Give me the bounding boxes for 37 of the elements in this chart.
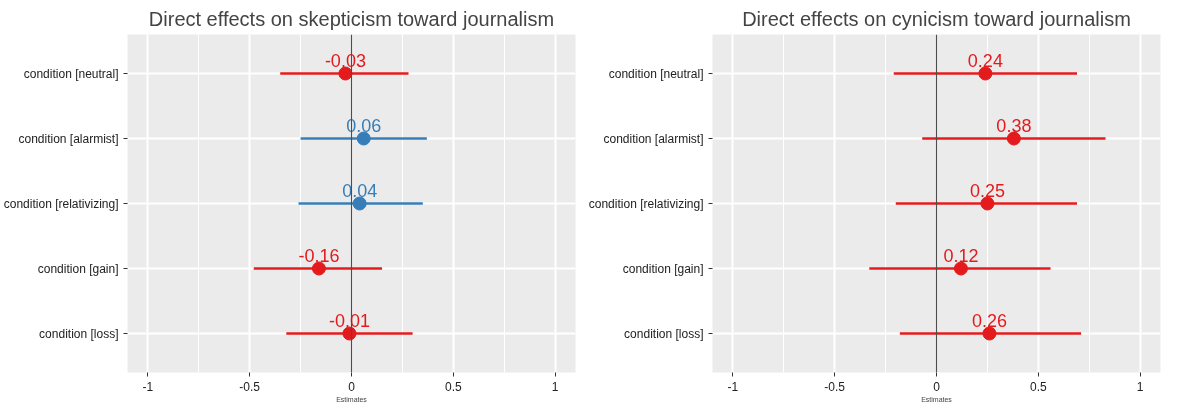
x-tick-label: 1 bbox=[551, 379, 559, 394]
data-label: 0.26 bbox=[971, 310, 1007, 331]
x-tick-label: 0 bbox=[348, 379, 356, 394]
x-tick-label: -1 bbox=[142, 379, 154, 394]
chart-title: Direct effects on skepticism toward journalism bbox=[148, 7, 555, 30]
data-label: 0.25 bbox=[969, 180, 1005, 201]
x-tick-label: -1 bbox=[727, 379, 739, 394]
data-label: 0.24 bbox=[967, 50, 1003, 71]
data-label: 0.12 bbox=[943, 245, 979, 266]
chart-title: Direct effects on cynicism toward journalism bbox=[742, 7, 1131, 30]
y-tick-label: condition [loss] bbox=[624, 326, 704, 341]
y-tick-label: condition [relativizing] bbox=[3, 196, 119, 211]
y-tick-label: condition [neutral] bbox=[608, 66, 704, 81]
point bbox=[342, 326, 357, 341]
y-tick-label: condition [gain] bbox=[622, 261, 704, 276]
y-tick-label: condition [gain] bbox=[37, 261, 119, 276]
point bbox=[1006, 131, 1021, 146]
point bbox=[311, 261, 326, 276]
x-tick-label: 1 bbox=[1136, 379, 1144, 394]
point bbox=[338, 66, 353, 81]
x-tick-label: -0.5 bbox=[824, 379, 846, 394]
x-tick-label: 0.5 bbox=[1029, 379, 1047, 394]
data-label: -0.16 bbox=[298, 245, 340, 266]
point bbox=[953, 261, 968, 276]
y-tick-label: condition [alarmist] bbox=[18, 131, 119, 146]
y-tick-label: condition [loss] bbox=[39, 326, 119, 341]
x-tick-label: 0.5 bbox=[444, 379, 462, 394]
point bbox=[982, 326, 997, 341]
x-tick-label: -0.5 bbox=[239, 379, 261, 394]
point bbox=[978, 66, 993, 81]
x-tick-label: 0 bbox=[933, 379, 941, 394]
y-tick-label: condition [neutral] bbox=[23, 66, 119, 81]
point bbox=[980, 196, 995, 211]
y-tick-label: condition [relativizing] bbox=[588, 196, 704, 211]
point bbox=[352, 196, 367, 211]
y-tick-label: condition [alarmist] bbox=[603, 131, 704, 146]
data-label: 0.38 bbox=[996, 115, 1032, 136]
